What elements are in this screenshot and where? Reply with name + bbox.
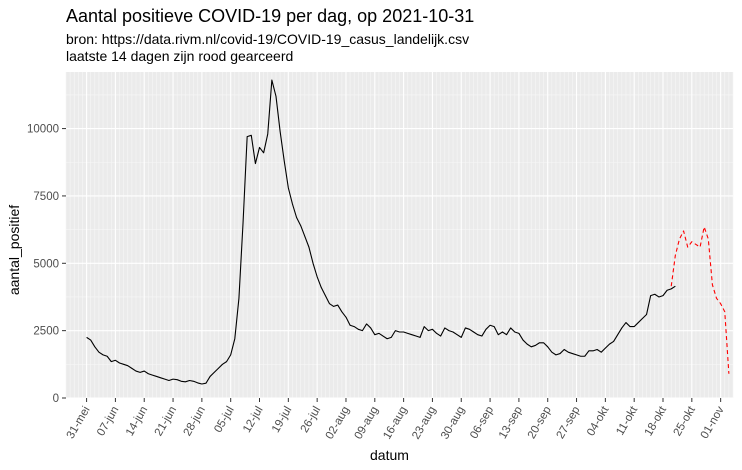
x-tick-label: 14-jun [124, 405, 150, 439]
x-tick-label: 09-aug [353, 405, 381, 442]
chart-subtitle-source: bron: https://data.rivm.nl/covid-19/COVI… [66, 31, 470, 47]
y-axis: 0 2500 5000 7500 10000 [27, 124, 66, 405]
x-tick-label: 25-okt [672, 404, 699, 438]
x-tick-label: 28-jun [182, 405, 208, 439]
y-axis-title: aantal_positief [6, 204, 22, 296]
x-tick-label: 16-aug [381, 405, 409, 442]
x-tick-label: 04-okt [585, 404, 612, 438]
x-tick-label: 01-nov [699, 404, 727, 441]
x-tick-label: 19-jul [270, 405, 294, 435]
x-tick-label: 18-okt [643, 404, 670, 438]
x-axis: 31-mei 07-jun 14-jun 21-jun 28-jun 05-jul 12-j… [65, 398, 727, 442]
y-tick-label: 2500 [33, 326, 59, 338]
x-tick-label: 20-sep [526, 405, 554, 441]
x-tick-label: 11-okt [614, 404, 640, 438]
y-axis-title-box: aantal_positief [2, 180, 26, 320]
y-tick-label: 7500 [33, 191, 59, 203]
y-tick-label: 0 [53, 393, 59, 405]
x-tick-label: 05-jul [212, 405, 236, 435]
x-tick-label: 12-jul [241, 405, 265, 435]
major-gridlines [66, 72, 733, 399]
y-tick-label: 5000 [33, 258, 59, 270]
x-tick-label: 27-sep [555, 405, 583, 441]
x-tick-label: 23-aug [410, 405, 438, 442]
x-tick-label: 07-jun [95, 405, 121, 439]
chart-title: Aantal positieve COVID-19 per dag, op 20… [66, 6, 475, 26]
series-layer [86, 79, 730, 385]
y-tick-label: 10000 [27, 124, 59, 136]
x-tick-label: 13-sep [497, 405, 525, 441]
series-line-last-14-days [670, 226, 730, 374]
x-tick-label: 02-aug [324, 405, 352, 442]
x-tick-label: 31-mei [65, 405, 93, 441]
series-line-positief [86, 79, 676, 385]
x-axis-title: datum [370, 447, 409, 463]
x-tick-label: 26-jul [299, 405, 323, 435]
x-tick-label: 06-sep [468, 405, 496, 441]
minor-gridlines [65, 72, 734, 398]
x-tick-label: 30-aug [439, 405, 467, 442]
x-tick-label: 21-jun [153, 405, 179, 439]
chart-subtitle-note: laatste 14 dagen zijn rood gearceerd [66, 48, 294, 64]
